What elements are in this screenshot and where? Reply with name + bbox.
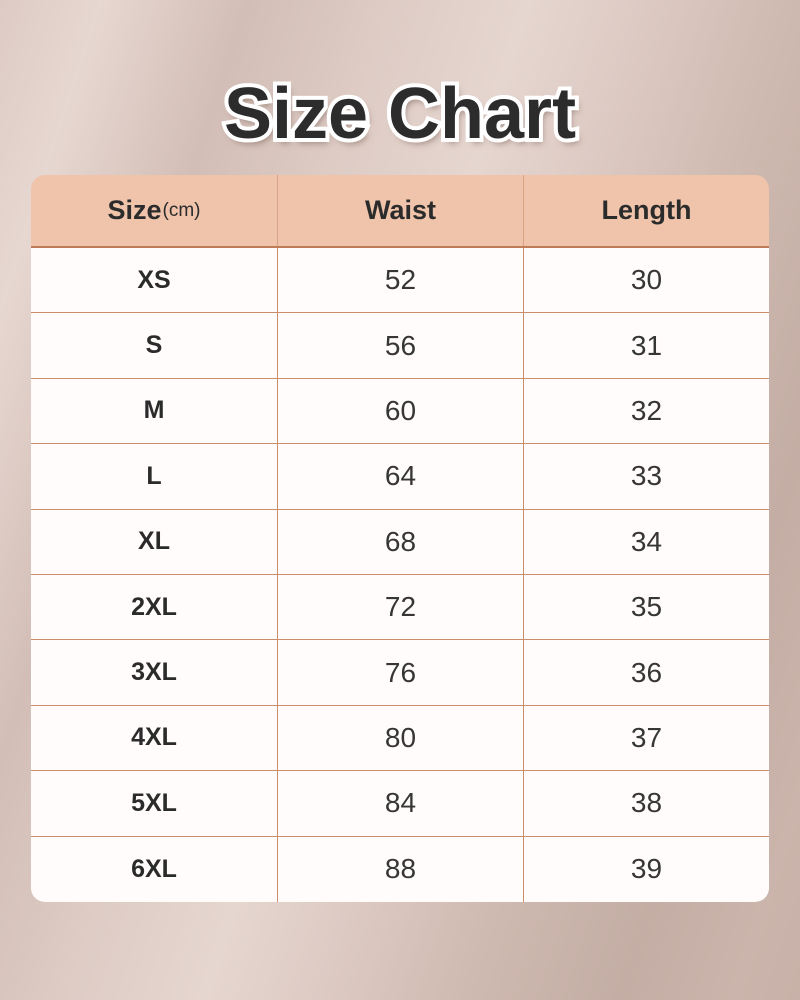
size-cell: L (146, 461, 162, 490)
header-waist-label: Waist (364, 195, 436, 225)
waist-cell: 72 (277, 574, 523, 640)
size-cell: 4XL (131, 723, 177, 752)
table-row: 6XL 88 39 (31, 836, 769, 902)
table-header-row: Size (cm) Waist Length (31, 175, 769, 248)
page-title-text: Size Chart (223, 74, 577, 154)
waist-cell: 76 (277, 640, 523, 705)
size-cell: S (145, 331, 163, 360)
size-table-body: XS 52 30 S 56 31 M 60 32 L 64 33 XL 68 3… (31, 248, 769, 902)
length-cell: 39 (523, 836, 769, 902)
size-cell: 3XL (131, 658, 177, 687)
table-row: XS 52 30 (31, 248, 769, 314)
waist-cell: 56 (277, 313, 523, 378)
waist-cell: 52 (277, 248, 523, 313)
size-cell: 6XL (131, 854, 177, 883)
length-cell: 36 (523, 640, 769, 705)
waist-cell: 64 (277, 444, 523, 509)
header-cell-size: Size (cm) (31, 175, 277, 246)
size-cell: 5XL (131, 788, 177, 817)
size-cell: XS (137, 265, 171, 294)
waist-cell: 84 (277, 771, 523, 836)
waist-cell: 80 (277, 705, 523, 771)
table-row: 2XL 72 35 (31, 574, 769, 641)
length-cell: 38 (523, 771, 769, 836)
page-title: Size Chart Size Chart (0, 58, 800, 170)
length-cell: 34 (523, 509, 769, 574)
waist-cell: 68 (277, 509, 523, 574)
page-title-outline: Size Chart (220, 74, 580, 154)
header-cell-length: Length (523, 175, 769, 246)
length-cell: 37 (523, 705, 769, 771)
table-row: 5XL 84 38 (31, 771, 769, 837)
header-cell-waist: Waist (277, 175, 523, 246)
waist-cell: 88 (277, 836, 523, 902)
waist-cell: 60 (277, 378, 523, 444)
header-size-unit: (cm) (162, 199, 201, 221)
table-row: 4XL 80 37 (31, 705, 769, 772)
table-row: S 56 31 (31, 313, 769, 379)
table-row: 3XL 76 36 (31, 640, 769, 706)
table-row: M 60 32 (31, 378, 769, 445)
length-cell: 31 (523, 313, 769, 378)
length-cell: 30 (523, 248, 769, 313)
length-cell: 32 (523, 378, 769, 444)
size-cell: XL (138, 527, 170, 556)
table-row: L 64 33 (31, 444, 769, 510)
size-cell: M (143, 396, 165, 425)
size-cell: 2XL (131, 592, 177, 621)
length-cell: 35 (523, 574, 769, 640)
header-size-label: Size (107, 195, 162, 225)
size-chart-table: Size (cm) Waist Length XS 52 30 S 56 31 M… (31, 175, 769, 902)
header-length-label: Length (601, 195, 692, 225)
table-row: XL 68 34 (31, 509, 769, 575)
length-cell: 33 (523, 444, 769, 509)
